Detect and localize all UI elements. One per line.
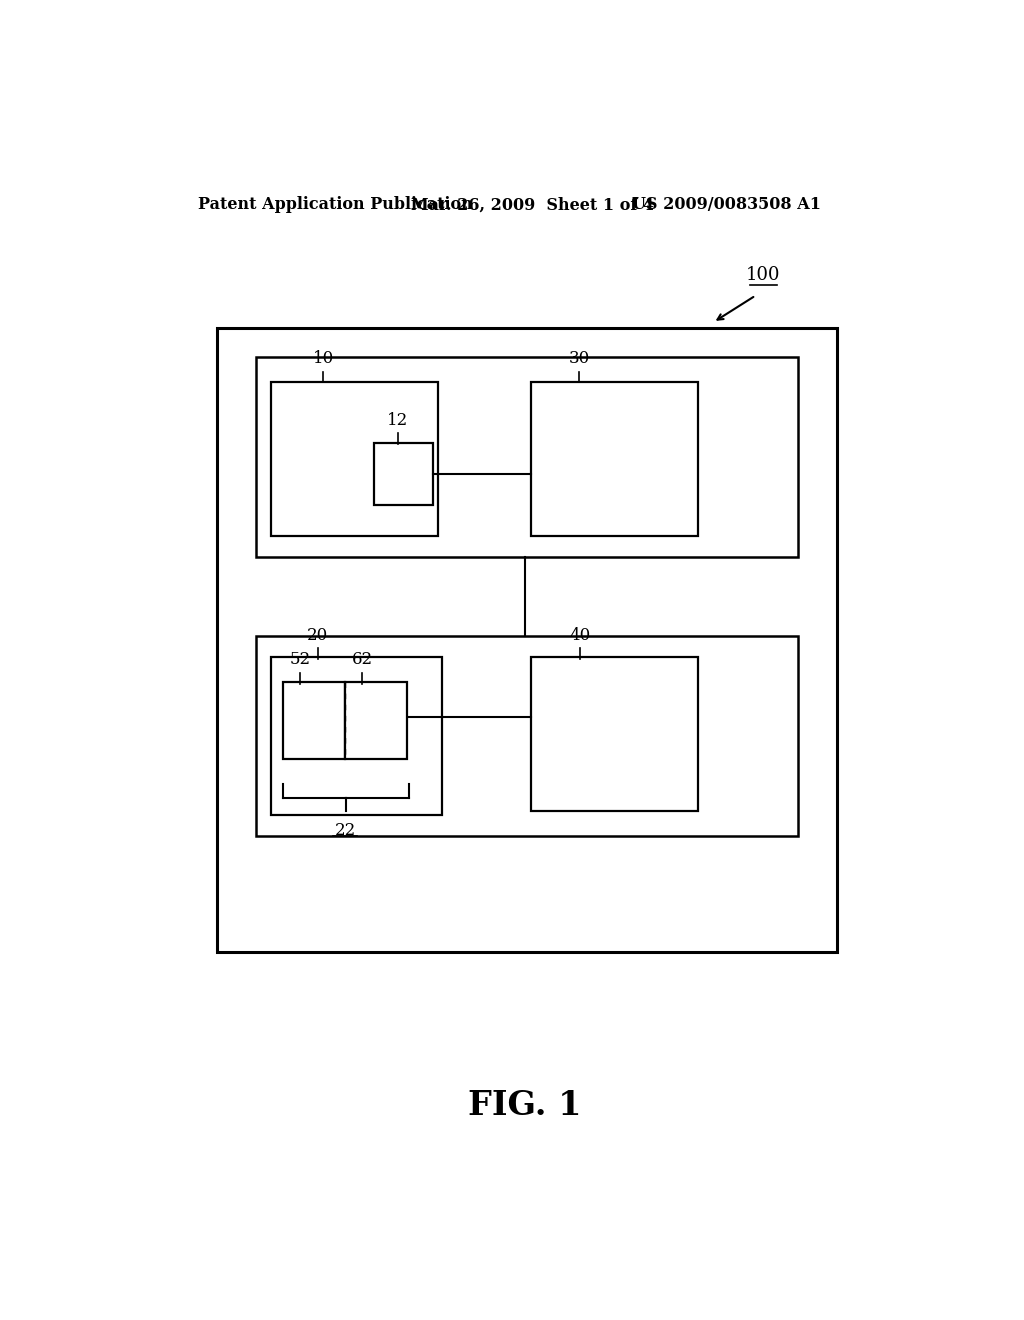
Text: 22: 22	[335, 822, 355, 840]
Bar	[375, 444, 432, 506]
Text: FIG. 1: FIG. 1	[468, 1089, 582, 1122]
Bar	[283, 682, 345, 759]
Bar	[256, 358, 799, 557]
Bar	[345, 682, 407, 759]
Text: 40: 40	[569, 627, 591, 644]
Text: Patent Application Publication: Patent Application Publication	[198, 197, 472, 213]
Bar	[217, 327, 838, 952]
Text: 10: 10	[312, 350, 334, 367]
Bar	[271, 657, 442, 816]
Bar	[256, 636, 799, 836]
Text: 12: 12	[387, 412, 409, 429]
Bar	[531, 381, 697, 536]
Text: 30: 30	[568, 350, 590, 367]
Text: 100: 100	[746, 265, 780, 284]
Text: 52: 52	[290, 651, 310, 668]
Bar	[271, 381, 438, 536]
Text: Mar. 26, 2009  Sheet 1 of 4: Mar. 26, 2009 Sheet 1 of 4	[411, 197, 654, 213]
Text: 20: 20	[307, 627, 329, 644]
Text: 62: 62	[351, 651, 373, 668]
Bar	[531, 657, 697, 812]
Text: US 2009/0083508 A1: US 2009/0083508 A1	[632, 197, 821, 213]
